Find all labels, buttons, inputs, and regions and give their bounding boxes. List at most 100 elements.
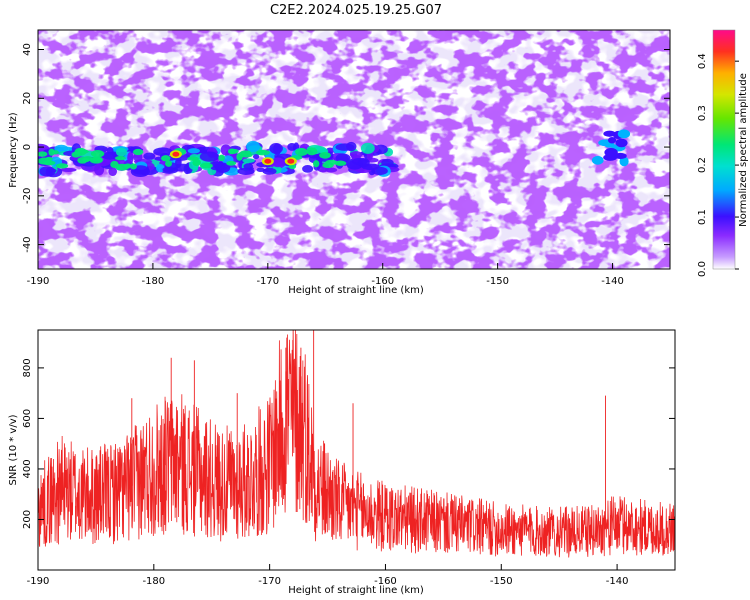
secondary-blob xyxy=(591,155,604,165)
heatmap-x-tick-label: -170 xyxy=(256,276,279,287)
band-strong-blob xyxy=(115,163,130,171)
band-strong-blob xyxy=(165,160,173,167)
snr-y-tick-label: 600 xyxy=(22,409,33,428)
band-strong-blob xyxy=(226,160,237,166)
band-blob xyxy=(187,148,200,154)
band-blob xyxy=(335,153,351,163)
secondary-blob xyxy=(607,136,617,144)
snr-x-tick-label: -150 xyxy=(490,576,513,587)
snr-frame xyxy=(37,329,676,571)
snr-y-axis-label: SNR (10 * v/v) xyxy=(8,414,19,485)
figure-title: C2E2.2024.025.19.25.G07 xyxy=(270,3,442,18)
band-strong-blob xyxy=(236,153,243,161)
band-strong-blob xyxy=(74,147,87,156)
band-blob xyxy=(271,157,285,168)
band-strong-blob xyxy=(319,151,331,159)
heatmap-x-tick-label: -190 xyxy=(27,276,50,287)
band-blob xyxy=(143,152,156,160)
colorbar: 0.0 0.1 0.2 0.3 0.4 Normalized spectral ampl… xyxy=(697,29,749,277)
band-strong-blob xyxy=(200,162,213,169)
band-strong-blob xyxy=(133,148,144,156)
band-strong-blob xyxy=(129,163,137,170)
heatmap-field xyxy=(38,30,670,269)
band-blob xyxy=(214,163,226,170)
band-blob xyxy=(335,143,355,151)
band-blob xyxy=(237,167,255,175)
snr-x-tick-label: -160 xyxy=(374,576,397,587)
snr-y-tick-label: 800 xyxy=(22,358,33,377)
band-strong-blob xyxy=(334,160,347,166)
band-blob xyxy=(351,157,368,166)
band-blob xyxy=(127,151,134,164)
band-strong-blob xyxy=(228,148,239,154)
band-blob xyxy=(262,167,277,175)
spectral-band-layer xyxy=(38,129,631,178)
colorbar-tick-label: 0.4 xyxy=(697,53,708,69)
snr-panel: -190 -180 -170 -160 -150 -140 200 400 600 800 He… xyxy=(8,329,676,596)
secondary-blob xyxy=(615,138,628,148)
band-strong-blob xyxy=(114,155,126,161)
heatmap-x-tick-label: -160 xyxy=(371,276,394,287)
snr-y-ticks: 200 400 600 800 xyxy=(22,358,675,529)
band-blob xyxy=(156,163,165,173)
heatmap-x-tick-label: -140 xyxy=(601,276,624,287)
heatmap-x-axis-label: Height of straight line (km) xyxy=(288,285,424,296)
band-strong-blob xyxy=(256,149,270,156)
band-blob xyxy=(242,158,255,163)
band-blob xyxy=(349,151,363,159)
band-blob xyxy=(162,166,176,173)
heatmap-y-tick-label: 20 xyxy=(22,92,33,105)
snr-y-tick-label: 400 xyxy=(22,459,33,478)
band-blob xyxy=(60,167,77,173)
heatmap-frame xyxy=(37,29,671,270)
band-blob xyxy=(381,158,394,167)
band-blob xyxy=(252,154,260,160)
secondary-blob xyxy=(603,130,616,137)
band-blob xyxy=(269,142,283,154)
band-blob xyxy=(287,142,297,151)
band-blob xyxy=(101,151,120,160)
band-strong-blob xyxy=(161,155,171,162)
colorbar-tick-label: 0.0 xyxy=(697,261,708,277)
heatmap-y-axis-label: Frequency (Hz) xyxy=(8,112,19,188)
band-strong-blob xyxy=(218,154,225,162)
band-peak-core xyxy=(172,151,180,157)
heatmap-y-tick-label: -40 xyxy=(22,236,33,252)
colorbar-tick-label: 0.3 xyxy=(697,105,708,121)
band-strong-blob xyxy=(83,156,93,162)
heatmap-panel: -190 -180 -170 -160 -150 -140 -40 -20 0 20 40 Hei… xyxy=(8,29,671,296)
colorbar-label: Normalized spectral amplitude xyxy=(738,73,749,227)
band-blob xyxy=(153,147,173,156)
band-blob xyxy=(371,166,388,176)
band-strong-blob xyxy=(38,151,48,157)
colorbar-tick-label: 0.1 xyxy=(697,209,708,225)
band-blob xyxy=(243,163,254,170)
band-strong-blob xyxy=(313,160,320,168)
band-strong-blob xyxy=(295,148,308,156)
band-strong-blob xyxy=(45,156,53,161)
colorbar-gradient xyxy=(713,30,735,269)
snr-y-tick-label: 200 xyxy=(22,510,33,529)
band-peak-core xyxy=(264,158,272,164)
band-strong-blob xyxy=(91,156,103,162)
snr-series-line xyxy=(38,330,675,558)
snr-x-tick-label: -180 xyxy=(142,576,165,587)
band-blob xyxy=(220,144,232,156)
band-peak-core xyxy=(287,158,295,164)
band-blob xyxy=(108,167,118,177)
band-blob xyxy=(246,140,260,153)
band-strong-blob xyxy=(239,150,252,156)
band-strong-blob xyxy=(55,163,69,169)
heatmap-x-ticks: -190 -180 -170 -160 -150 -140 xyxy=(27,263,624,287)
band-strong-blob xyxy=(48,148,55,156)
band-blob xyxy=(360,142,375,154)
snr-x-tick-label: -170 xyxy=(258,576,281,587)
secondary-blob xyxy=(617,129,631,139)
colorbar-tick-label: 0.2 xyxy=(697,157,708,173)
band-strong-blob xyxy=(322,162,334,169)
band-blob xyxy=(54,144,69,153)
band-strong-blob xyxy=(42,160,56,166)
secondary-blob xyxy=(614,152,627,160)
band-strong-blob xyxy=(192,159,201,167)
